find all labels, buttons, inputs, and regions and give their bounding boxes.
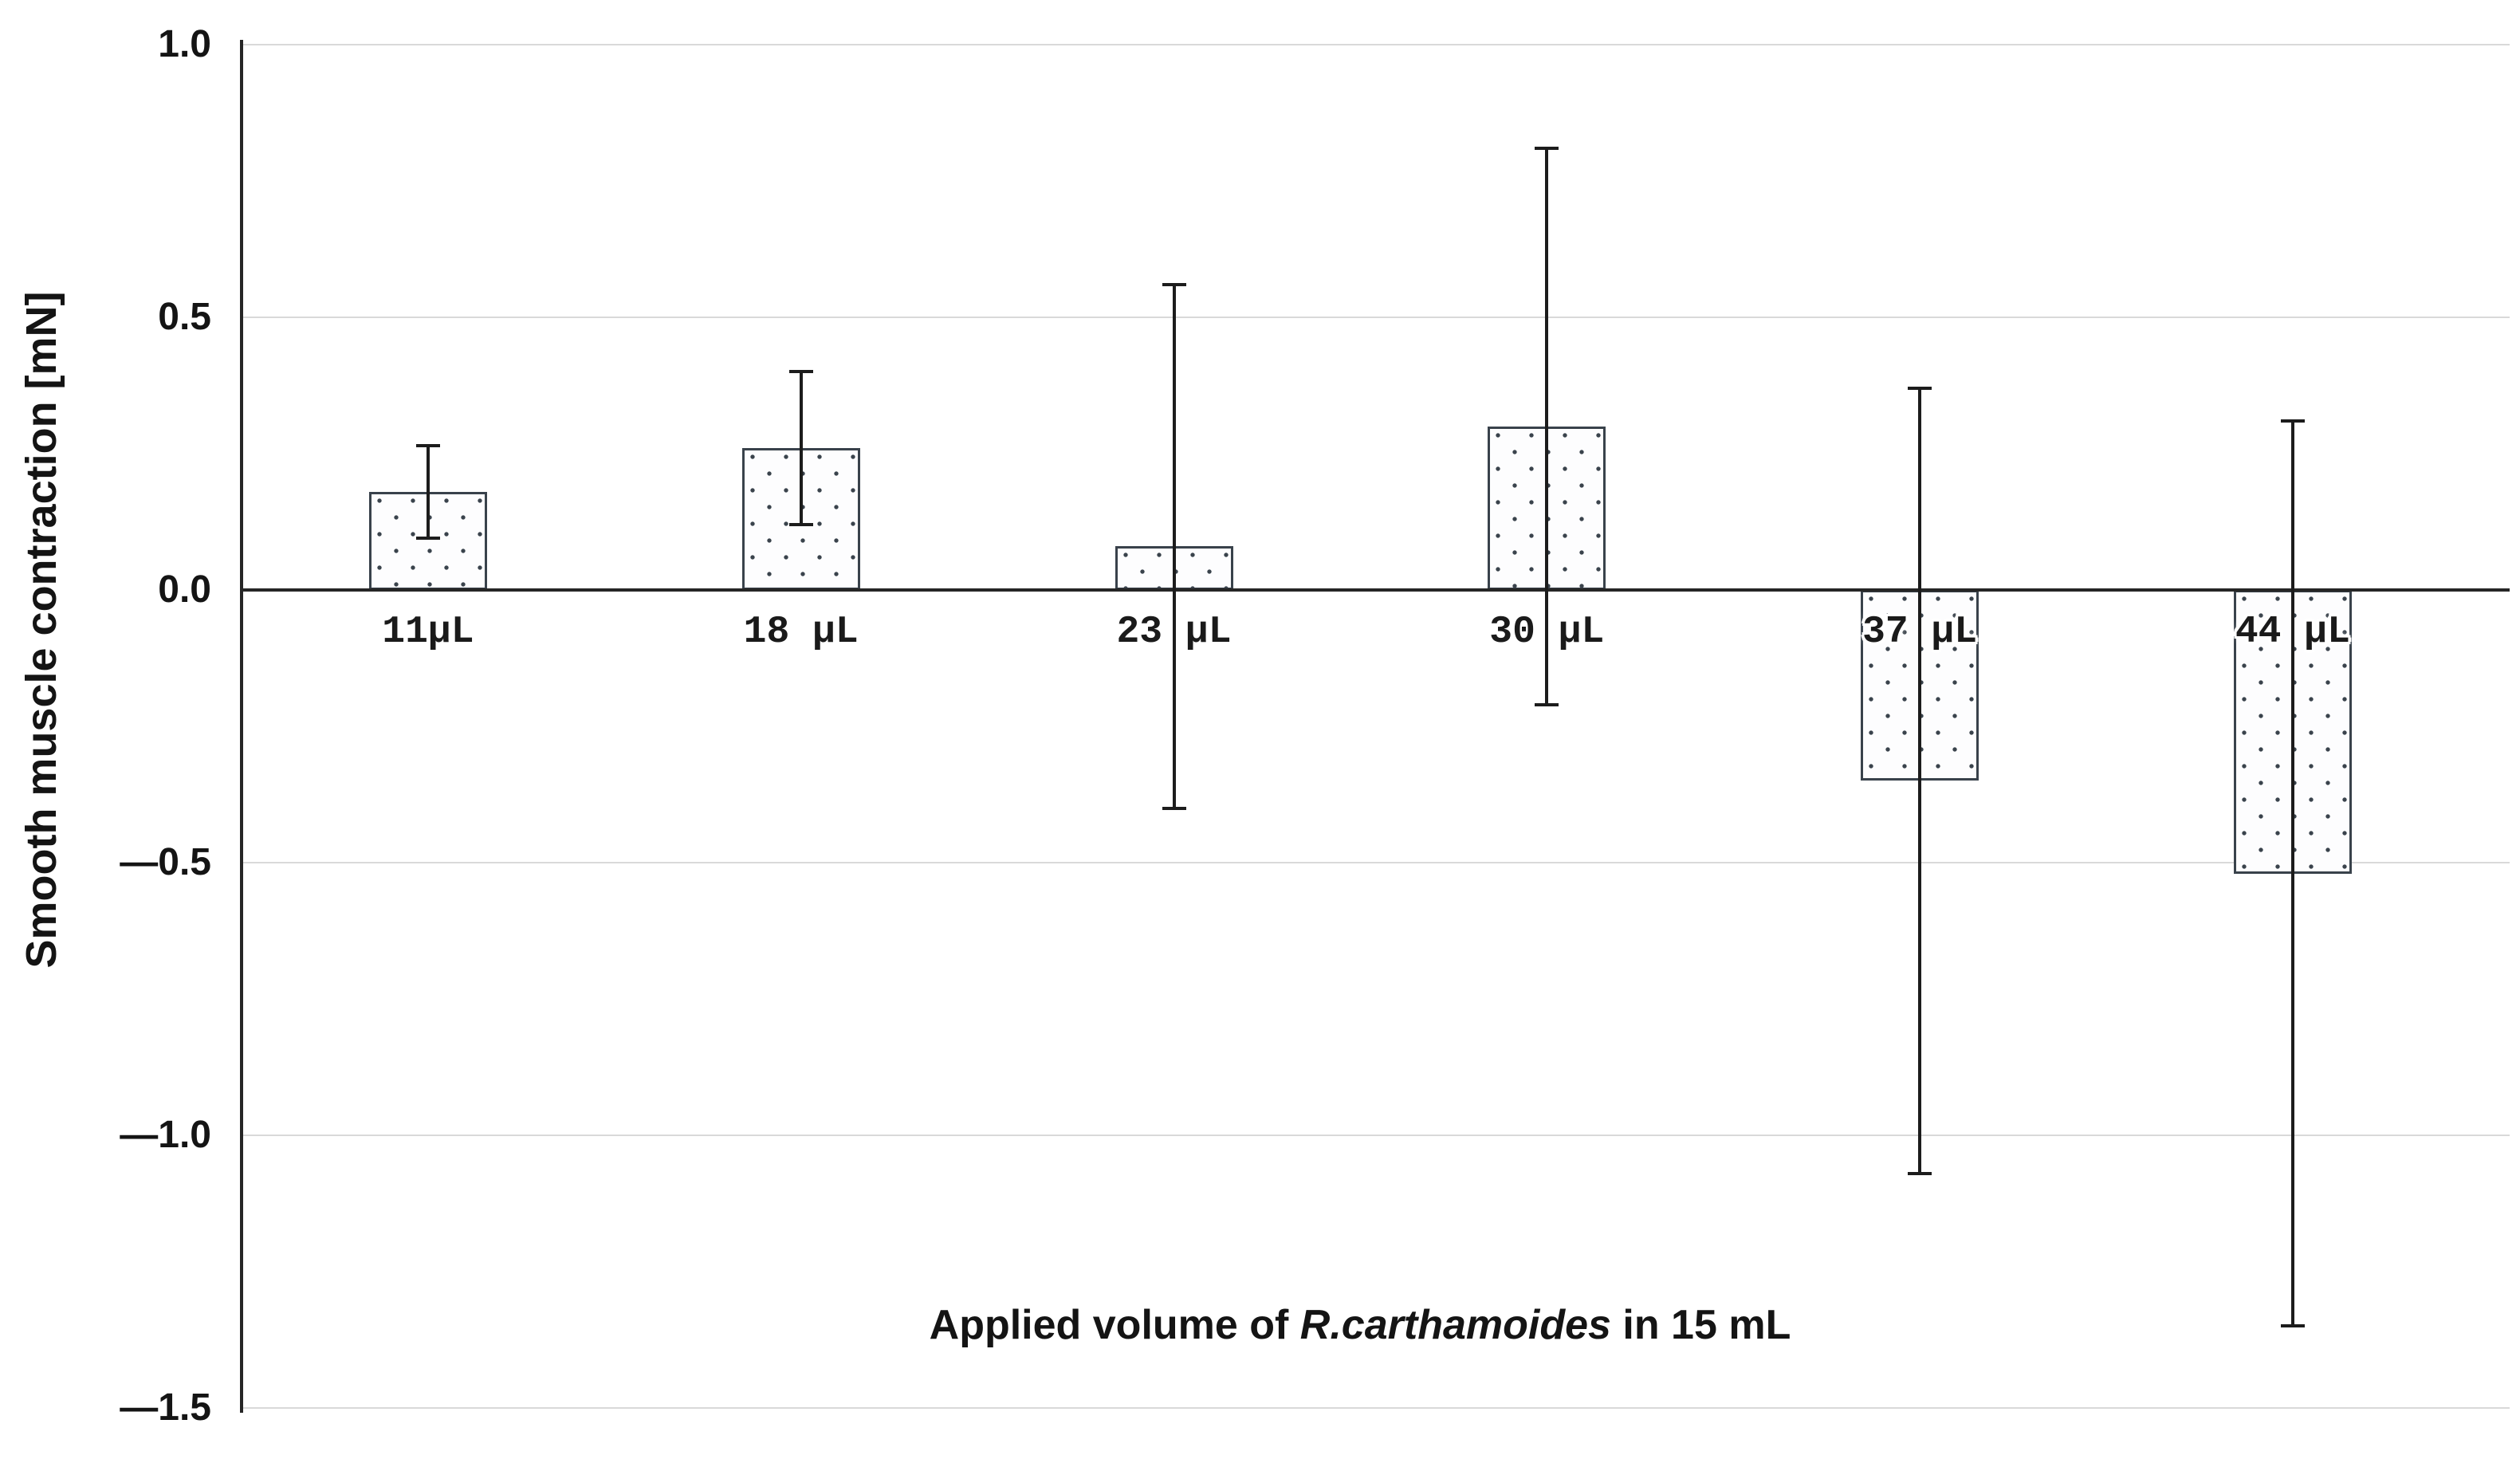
y-axis-title-text: Smooth muscle contraction [mN] [18,291,65,969]
error-bar-cap [1908,1171,1932,1175]
x-axis-line [242,588,2510,592]
error-bar-cap [788,370,813,374]
y-tick-label: 0.0 [158,568,211,611]
x-axis-title-species: R.carthamoides [1299,1302,1611,1348]
x-axis-title-prefix: Applied volume of [929,1302,1300,1348]
error-bar-line [799,372,803,525]
y-tick-label: 0.5 [158,296,211,338]
x-axis-title-suffix: in 15 mL [1610,1302,1791,1348]
gridline-—1.0 [242,1135,2510,1136]
gridline-0.5 [242,317,2510,318]
category-label-44 µL: 44 µL [2235,611,2350,654]
error-bar-cap [1162,282,1186,286]
error-bar-line [1918,387,1922,1174]
error-bar-cap [415,537,440,541]
error-bar-cap [2280,419,2305,423]
error-bar-cap [1908,386,1932,390]
y-tick-label: —0.5 [120,841,211,883]
error-bar-cap [788,522,813,526]
error-bar-cap [1535,702,1559,706]
error-bar-cap [2280,1324,2305,1328]
gridline-—0.5 [242,862,2510,863]
y-axis-line [240,40,243,1413]
error-bar-line [426,445,430,538]
x-axis-title: Applied volume of R.carthamoides in 15 m… [930,1301,1791,1349]
gridline-—1.5 [242,1407,2510,1409]
category-label-30 µL: 30 µL [1489,611,1605,654]
error-bar-cap [415,443,440,447]
error-bar-cap [1162,806,1186,810]
error-bar-line [1545,147,1549,705]
error-bar-cap [1535,146,1559,150]
category-label-11µL: 11µL [382,611,474,654]
category-label-23 µL: 23 µL [1116,611,1232,654]
error-bar-line [1172,284,1176,808]
y-tick-label: —1.0 [120,1114,211,1156]
category-label-37 µL: 37 µL [1862,611,1978,654]
y-tick-label: —1.5 [120,1386,211,1429]
y-axis-title: Smooth muscle contraction [mN] [17,291,66,968]
bar-11µL [368,491,487,590]
gridline-1.0 [242,44,2510,45]
category-label-18 µL: 18 µL [743,611,859,654]
error-bar-line [2290,420,2294,1327]
y-tick-label: 1.0 [158,23,211,65]
